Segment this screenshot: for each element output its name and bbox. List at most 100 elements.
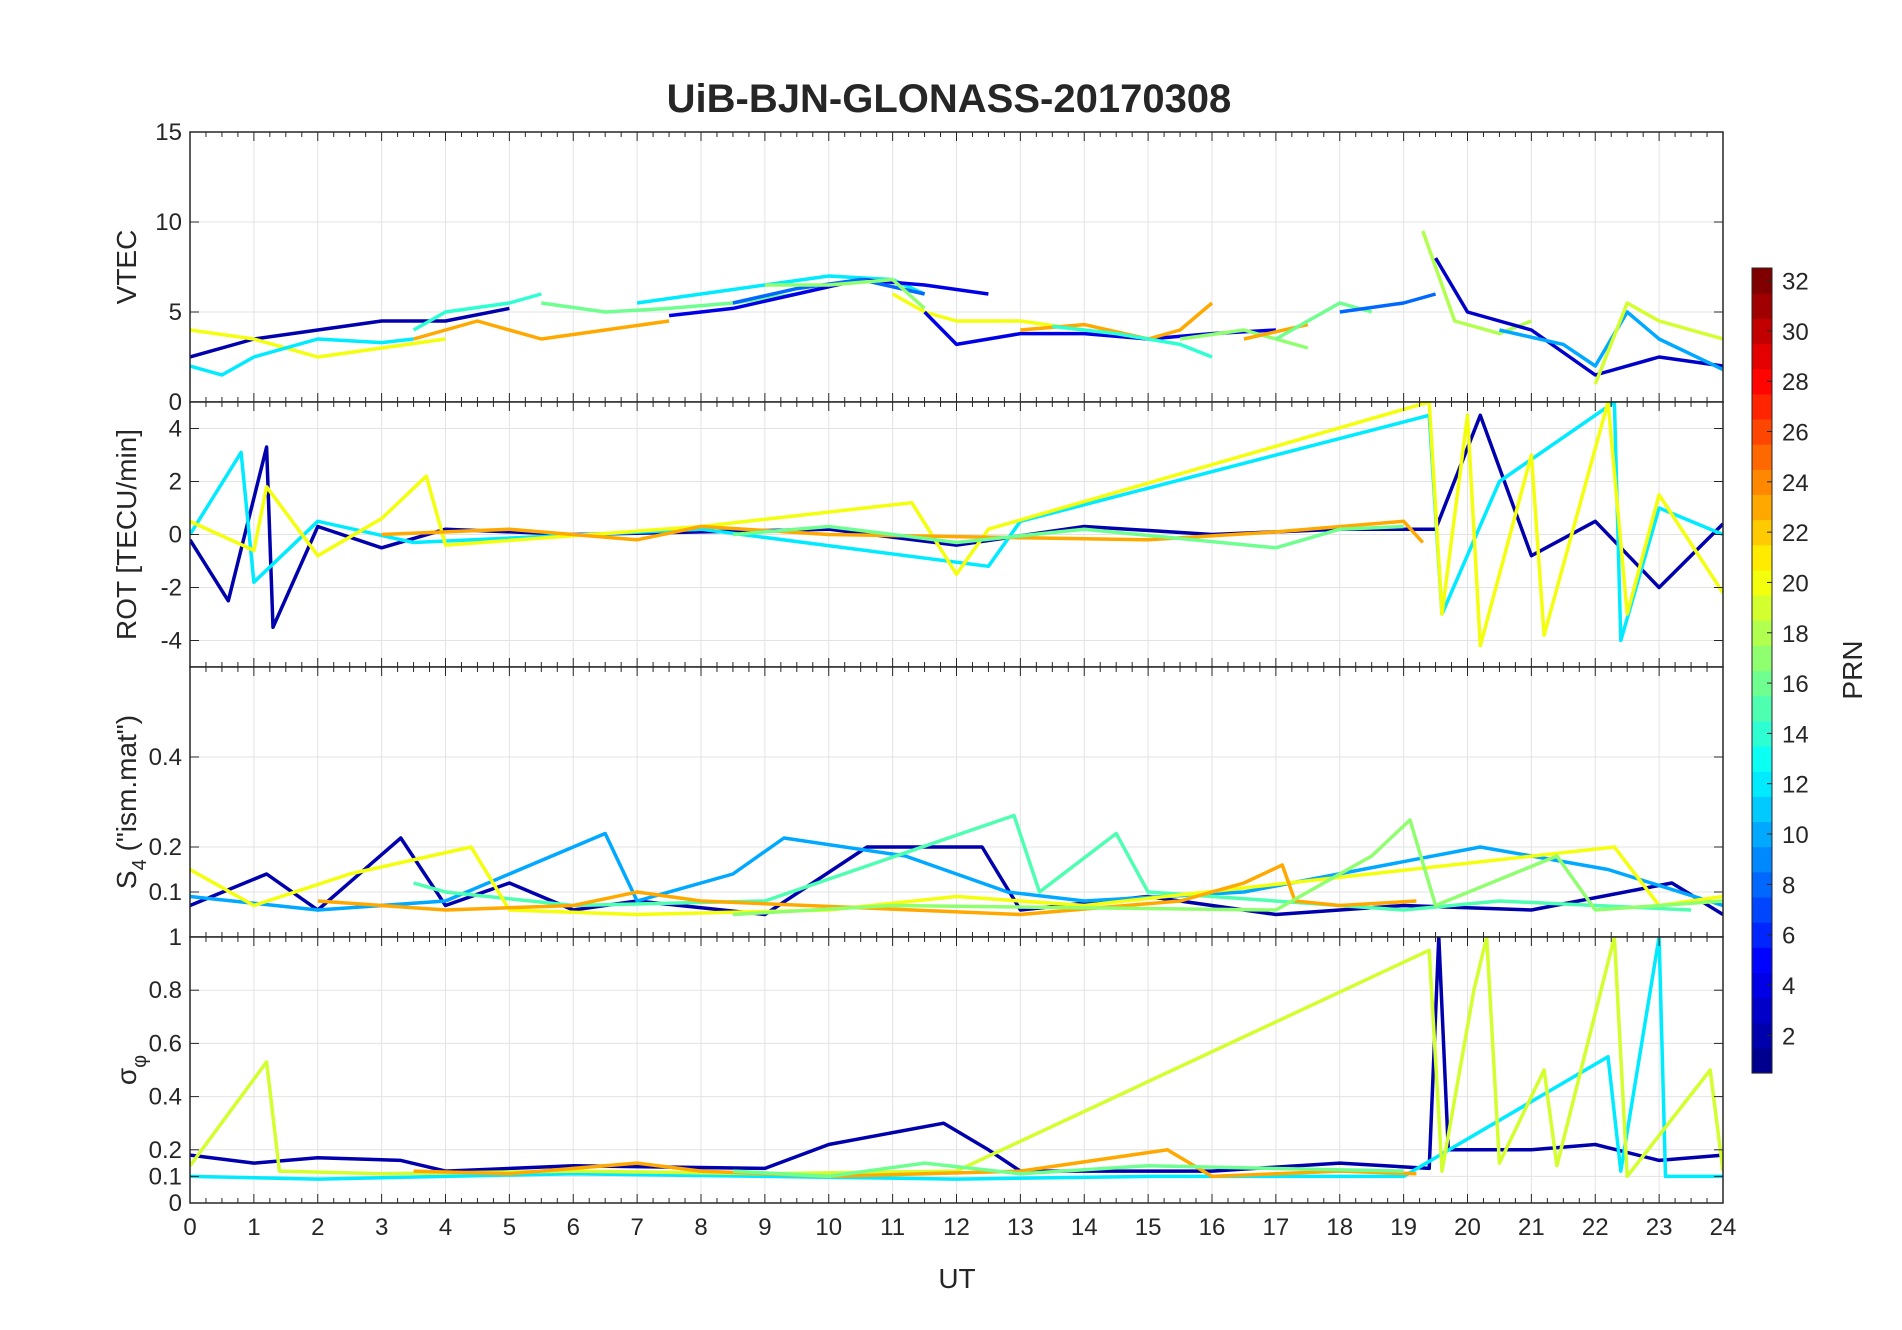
colorbar-swatch (1752, 318, 1772, 345)
series-line-prn-20 (891, 292, 1085, 332)
x-tick-label: 16 (1199, 1214, 1226, 1241)
colorbar-swatch (1752, 922, 1772, 948)
colorbar-swatch (1752, 771, 1772, 797)
y-axis-label-sub: φ (129, 1055, 151, 1068)
series-line-prn-12 (190, 337, 414, 377)
colorbar-frame (1751, 267, 1773, 1074)
colorbar-swatch (1752, 519, 1772, 546)
colorbar-swatch (1752, 494, 1772, 521)
colorbar-tick-label: 12 (1782, 772, 1809, 799)
colorbar-swatch (1752, 544, 1772, 571)
x-tick-label: 8 (694, 1214, 707, 1241)
x-tick-label: 2 (311, 1214, 324, 1241)
y-tick-label: 4 (169, 416, 182, 443)
colorbar-swatch (1752, 821, 1772, 848)
x-tick-label: 12 (943, 1214, 970, 1241)
y-tick-label: 10 (155, 209, 182, 236)
y-axis-label: σφ (111, 1055, 151, 1085)
y-axis-label-main: S (111, 870, 142, 889)
series-line-prn-17 (764, 277, 926, 310)
colorbar-swatch (1752, 745, 1772, 772)
series-line-prn-20 (190, 845, 1723, 917)
y-axis-label-sub: 4 (129, 859, 151, 870)
series-group (190, 937, 1723, 1181)
colorbar-swatch (1752, 620, 1772, 646)
y-tick-label: 0.4 (149, 1084, 182, 1111)
series-line-prn-14 (412, 292, 542, 332)
x-tick-label: 1 (247, 1214, 260, 1241)
x-tick-label: 7 (630, 1214, 643, 1241)
y-tick-label: 5 (169, 299, 182, 326)
series-line-prn-10 (190, 831, 1723, 912)
colorbar-swatch (1752, 595, 1772, 621)
series-line-prn-2 (190, 306, 510, 359)
x-tick-label: 9 (758, 1214, 771, 1241)
colorbar-tick-label: 32 (1782, 269, 1809, 296)
y-tick-label: 0.2 (149, 1137, 182, 1164)
colorbar-swatch (1752, 569, 1772, 596)
colorbar-swatch (1752, 293, 1772, 319)
series-line-prn-20 (190, 328, 446, 359)
colorbar-swatch (1752, 796, 1772, 823)
panel-1: 0 5 10 15 VTEC (111, 119, 1724, 416)
colorbar-swatch (1752, 1047, 1772, 1074)
x-tick-label: 17 (1263, 1214, 1290, 1241)
y-tick-label: -4 (161, 628, 182, 655)
series-group (190, 230, 1723, 385)
colorbar-swatch (1752, 846, 1772, 873)
colorbar-swatch (1752, 368, 1772, 395)
series-line-prn-20 (190, 402, 1723, 648)
colorbar-tick-label: 16 (1782, 671, 1809, 698)
panel-2: -4 -2 0 2 4 ROT [TECU/min] (111, 401, 1724, 668)
chart-title: UiB-BJN-GLONASS-20170308 (667, 77, 1232, 121)
x-tick-label: 6 (567, 1214, 580, 1241)
series-line-prn-2 (190, 413, 1723, 630)
colorbar-swatch (1752, 947, 1772, 973)
series-line-prn-3 (1434, 257, 1723, 377)
x-tick-label: 19 (1390, 1214, 1417, 1241)
panel-4: 00.10.2 0.4 0.6 0.8 1 σφ (111, 924, 1724, 1217)
colorbar-swatch (1752, 972, 1772, 999)
colorbar-swatch (1752, 645, 1772, 672)
y-tick-label: -2 (161, 575, 182, 602)
x-tick-label: 21 (1518, 1214, 1545, 1241)
colorbar-swatch (1752, 1022, 1772, 1049)
y-tick-label: 1 (169, 924, 182, 951)
series-line-prn-19 (190, 937, 1723, 1179)
colorbar-tick-label: 4 (1782, 973, 1795, 1000)
x-tick-label: 0 (183, 1214, 196, 1241)
colorbar-tick-label: 8 (1782, 872, 1795, 899)
y-tick-label: 0.4 (149, 744, 182, 771)
series-line-prn-12 (190, 937, 1723, 1181)
series-line-prn-16 (732, 524, 1404, 550)
colorbar-tick-label: 10 (1782, 822, 1809, 849)
series-line-prn-14 (1052, 324, 1213, 359)
y-axis-label: ROT [TECU/min] (111, 429, 142, 640)
x-tick-label: 13 (1007, 1214, 1034, 1241)
series-line-prn-16 (732, 1161, 1404, 1179)
y-axis-label-rest: ("ism.mat") (111, 715, 142, 859)
x-tick-label: 23 (1646, 1214, 1673, 1241)
y-tick-label: 2 (169, 469, 182, 496)
colorbar-tick-label: 24 (1782, 470, 1809, 497)
series-line-prn-17 (732, 818, 1723, 917)
series-line-prn-16 (541, 292, 798, 314)
series-line-prn-19 (1593, 301, 1723, 385)
series-line-prn-8 (1339, 292, 1437, 314)
series-line-prn-23 (413, 319, 670, 341)
y-tick-label: 0.8 (149, 977, 182, 1004)
colorbar-tick-label: 14 (1782, 721, 1809, 748)
y-tick-label: 0.6 (149, 1030, 182, 1057)
colorbar-tick-label: 18 (1782, 621, 1809, 648)
series-line-prn-23 (381, 519, 1425, 544)
colorbar-swatch (1752, 444, 1772, 470)
y-axis-label: VTEC (111, 230, 142, 305)
y-tick-label: 0.1 (149, 879, 182, 906)
colorbar-swatch (1752, 343, 1772, 370)
y-tick-label: 0.2 (149, 834, 182, 861)
series-line-prn-4 (668, 277, 989, 318)
series-line-prn-17 (1179, 328, 1309, 350)
